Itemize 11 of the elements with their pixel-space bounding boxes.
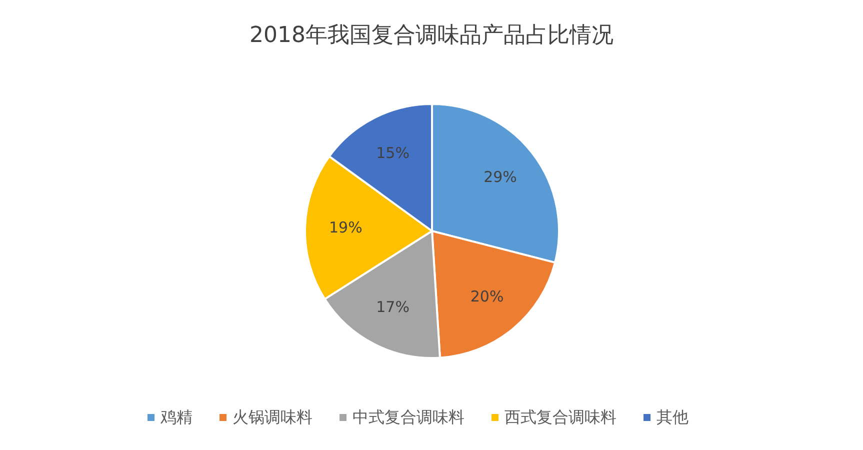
- data-label: 19%: [329, 218, 362, 236]
- legend-label: 中式复合调味料: [352, 407, 464, 426]
- legend-label: 西式复合调味料: [504, 407, 616, 426]
- legend-label: 鸡精: [160, 407, 192, 426]
- chart-title: 2018年我国复合调味品产品占比情况: [250, 23, 614, 48]
- legend-label: 火锅调味料: [232, 407, 312, 426]
- data-label: 15%: [376, 144, 410, 162]
- data-label: 17%: [376, 298, 410, 316]
- legend-label: 其他: [656, 407, 688, 426]
- data-label: 29%: [484, 168, 517, 186]
- data-label: 20%: [470, 288, 504, 306]
